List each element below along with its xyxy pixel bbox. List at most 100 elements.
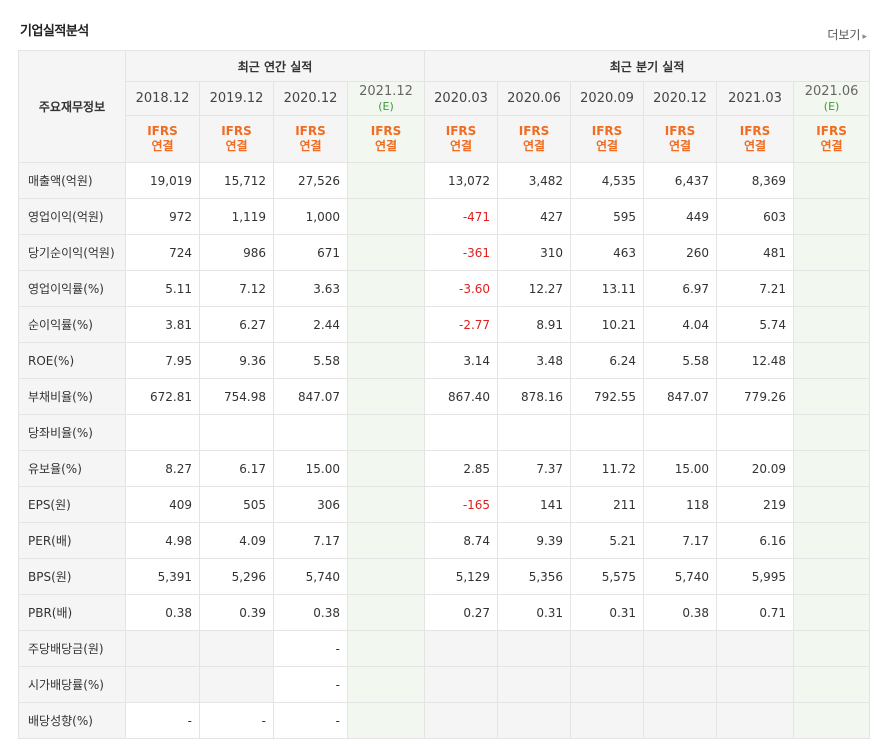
annual-group-header: 최근 연간 실적 [124,50,426,82]
row-label: 당기순이익(억원) [18,234,126,271]
ifrs-standard: IFRS [591,124,623,138]
quarter-group-header: 최근 분기 실적 [424,50,871,82]
table-cell [346,522,426,559]
table-cell: 6.16 [716,522,795,559]
estimate-marker: (E) [823,99,840,113]
table-cell: 0.71 [716,594,795,631]
table-cell: - [273,666,348,703]
table-cell: 8.74 [424,522,499,559]
table-cell: 3.63 [273,270,348,307]
period-label: 2019.12 [209,91,264,106]
ifrs-label: IFRS 연결 [570,115,645,163]
ifrs-label: IFRS 연결 [346,115,426,163]
table-cell: 427 [497,198,572,235]
table-row: 영업이익(억원) 972 1,119 1,000 -471 427 595 449 603 [18,198,871,235]
table-cell: 3.81 [125,306,200,343]
table-row: PER(배) 4.98 4.09 7.17 8.74 9.39 5.21 7.17 6.16 [18,522,871,559]
table-cell: 5,356 [497,558,572,595]
table-row: 시가배당률(%) - [18,666,871,703]
table-cell: 5.21 [570,522,645,559]
table-cell [643,702,718,739]
ifrs-label: IFRS 연결 [793,115,871,163]
table-cell: 3.48 [497,342,572,379]
ifrs-standard: IFRS [295,124,326,138]
table-cell: 779.26 [716,378,795,415]
table-cell: 0.38 [125,594,200,631]
table-cell: 15,712 [199,162,274,199]
ifrs-label: IFRS 연결 [497,115,572,163]
period-header: 2020.03 [424,81,499,116]
period-label: 2018.12 [135,91,190,106]
period-label: 2020.03 [434,91,488,106]
table-cell [793,270,871,307]
table-cell: 5.11 [125,270,200,307]
table-cell: 2.44 [273,306,348,343]
table-cell [199,666,274,703]
table-cell: 5,129 [424,558,499,595]
row-label: 매출액(억원) [18,162,126,199]
table-cell [793,666,871,703]
ifrs-standard: IFRS [518,124,550,138]
period-header: 2020.12 [643,81,718,116]
table-cell: 595 [570,198,645,235]
table-cell: 792.55 [570,378,645,415]
table-cell [570,414,645,451]
table-cell [273,414,348,451]
table-cell: 4.04 [643,306,718,343]
ifrs-standard: IFRS [147,124,178,138]
table-cell [793,342,871,379]
table-cell: 0.39 [199,594,274,631]
table-cell: 5.58 [643,342,718,379]
table-cell [570,630,645,667]
table-cell [497,630,572,667]
table-cell [346,486,426,523]
period-label: 2020.09 [580,91,634,106]
table-cell: 310 [497,234,572,271]
row-label: PBR(배) [18,594,126,631]
table-cell: 4,535 [570,162,645,199]
table-cell: 7.17 [273,522,348,559]
table-cell: 5,995 [716,558,795,595]
period-label: 2020.12 [653,91,707,106]
table-cell: 603 [716,198,795,235]
ifrs-standard: IFRS [664,124,696,138]
row-label: EPS(원) [18,486,126,523]
table-row: EPS(원) 409 505 306 -165 141 211 118 219 [18,486,871,523]
period-label: 2020.06 [507,91,561,106]
table-cell [346,702,426,739]
table-cell: - [273,630,348,667]
table-cell: -2.77 [424,306,499,343]
table-cell: 671 [273,234,348,271]
table-cell: 449 [643,198,718,235]
table-cell: 9.39 [497,522,572,559]
ifrs-consolidated: 연결 [820,139,843,153]
table-cell: 7.12 [199,270,274,307]
table-cell [793,594,871,631]
table-cell: 10.21 [570,306,645,343]
table-cell: 5,575 [570,558,645,595]
table-cell [793,630,871,667]
table-cell [424,666,499,703]
ifrs-label: IFRS 연결 [424,115,499,163]
ifrs-label: IFRS 연결 [273,115,348,163]
row-label: 배당성향(%) [18,702,126,739]
table-cell: 5.58 [273,342,348,379]
row-label: 주당배당금(원) [18,630,126,667]
table-cell: 986 [199,234,274,271]
table-cell [793,486,871,523]
more-link-label: 더보기 [827,28,861,42]
table-cell: 972 [125,198,200,235]
table-cell: 5.74 [716,306,795,343]
table-cell: 0.27 [424,594,499,631]
table-row: 당기순이익(억원) 724 986 671 -361 310 463 260 481 [18,234,871,271]
more-link[interactable]: 더보기 ▸ [827,26,867,43]
table-cell [346,666,426,703]
table-cell: 878.16 [497,378,572,415]
table-cell: 15.00 [643,450,718,487]
table-cell [346,306,426,343]
table-cell: 6.27 [199,306,274,343]
table-cell: 672.81 [125,378,200,415]
row-label: BPS(원) [18,558,126,595]
table-cell [497,414,572,451]
table-cell: 1,119 [199,198,274,235]
